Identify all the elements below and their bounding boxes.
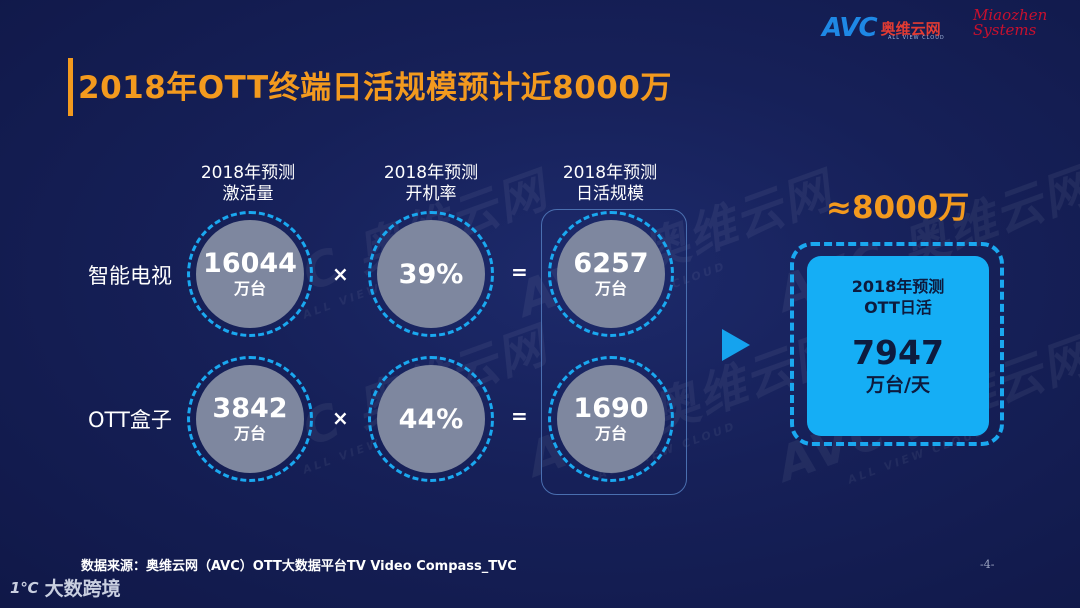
avc-logo-subtitle: ALL VIEW CLOUD [888,35,945,41]
brand-name: 大数跨境 [44,578,121,600]
column-header-activation: 2018年预测 激活量 [200,163,296,204]
daily-unit: 万台 [594,279,627,298]
title-accent-bar [68,58,73,116]
equals-operator: = [511,404,528,428]
total-box: 2018年预测 OTT日活 7947 万台/天 [807,256,989,436]
rate-value: 44% [398,403,464,435]
circle-ring [187,356,313,482]
daily-value: 1690 [573,393,649,424]
daily-unit: 万台 [594,424,627,443]
total-title: 2018年预测 OTT日活 [851,277,945,317]
daily-circle: 6257 万台 [557,220,665,328]
daily-column-frame [541,209,687,495]
brand-watermark: 1℃ 大数跨境 [10,574,121,601]
times-operator: × [332,406,349,430]
activation-value: 16044 [203,248,297,279]
activation-unit: 万台 [233,279,266,298]
total-value: 7947 [852,333,944,372]
circle-ring [187,211,313,337]
rate-circle: 39% [377,220,485,328]
activation-circle: 16044 万台 [196,220,304,328]
row-label-smart-tv: 智能电视 [88,264,172,288]
daily-value: 6257 [573,248,649,279]
equals-operator: = [511,260,528,284]
column-header-rate: 2018年预测 开机率 [383,163,479,204]
row-label-ott-box: OTT盒子 [88,408,172,432]
activation-unit: 万台 [233,424,266,443]
circle-ring [548,211,674,337]
circle-ring [368,211,494,337]
total-box-frame [790,242,1004,446]
circle-ring [368,356,494,482]
data-source: 数据来源：奥维云网（AVC）OTT大数据平台TV Video Compass_T… [81,559,517,574]
thermometer-icon: 1℃ [10,578,39,597]
rate-value: 39% [398,258,464,290]
page-title: 2018年OTT终端日活规模预计近8000万 [78,70,672,106]
avc-logo: AVC 奥维云网 [822,13,941,43]
approx-total: ≈8000万 [826,190,970,226]
activation-circle: 3842 万台 [196,365,304,473]
rate-circle: 44% [377,365,485,473]
circle-ring [548,356,674,482]
play-arrow-icon [722,329,750,361]
total-unit: 万台/天 [866,374,930,396]
miaozhen-logo: Miaozhen Systems [973,6,1048,39]
times-operator: × [332,262,349,286]
column-header-daily: 2018年预测 日活规模 [562,163,658,204]
activation-value: 3842 [212,393,288,424]
page-number: -4- [980,558,995,571]
daily-circle: 1690 万台 [557,365,665,473]
